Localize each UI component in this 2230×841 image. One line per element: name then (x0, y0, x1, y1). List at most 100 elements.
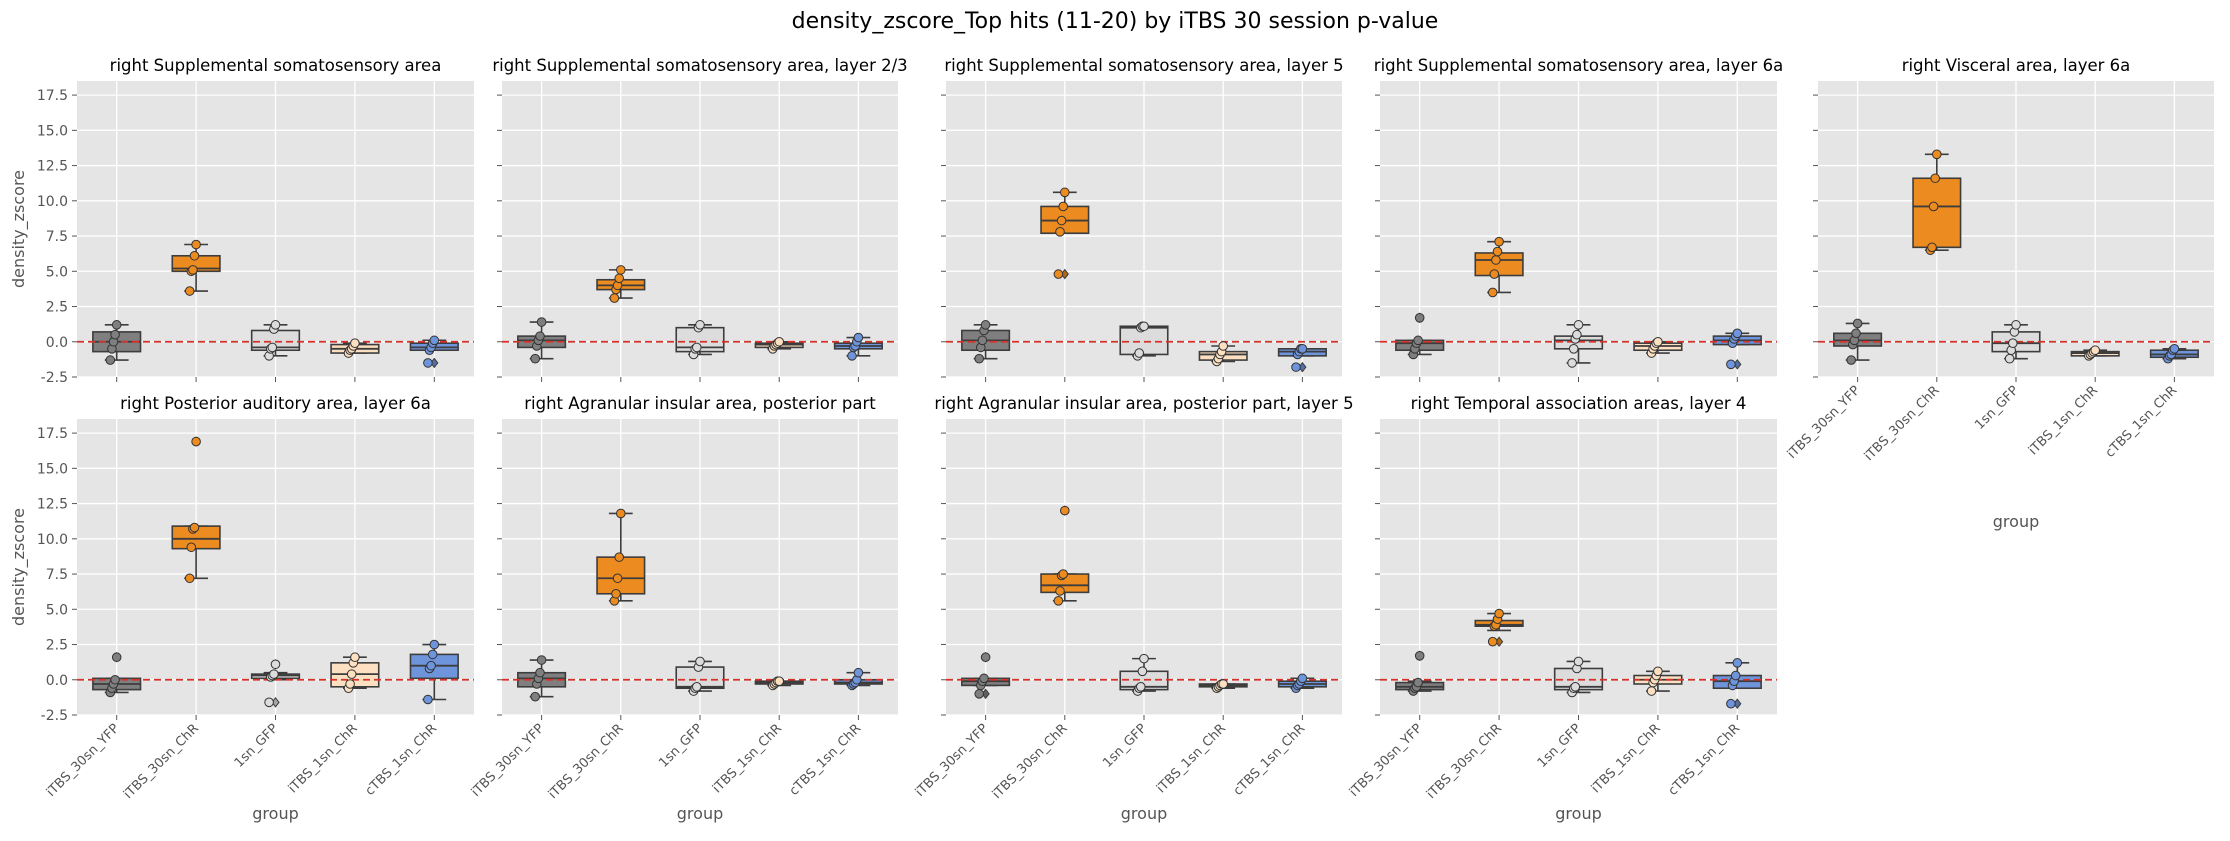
data-point (1053, 269, 1064, 279)
box-iTBS_30sn_ChR (1912, 177, 1962, 249)
x-tick-label: iTBS_1sn_ChR (1589, 721, 1664, 796)
data-point (191, 436, 201, 447)
data-point (1568, 344, 1579, 354)
data-point (345, 679, 355, 689)
x-tick-label: 1sn_GFP (656, 721, 706, 771)
x-tick-label: cTBS_1sn_ChR (1231, 721, 1309, 799)
y-tick-label: 0.0 (46, 673, 68, 689)
data-point (1732, 328, 1743, 339)
data-point (977, 335, 988, 346)
data-point (1732, 658, 1743, 668)
data-point (774, 676, 785, 686)
data-point (1058, 569, 1068, 579)
y-tick-label: 5.0 (46, 602, 68, 618)
data-point (847, 351, 857, 361)
x-tick-label: 1sn_GFP (1972, 383, 2022, 433)
data-point (1726, 698, 1736, 709)
subplot-2: right Supplemental somatosensory area, l… (492, 56, 908, 382)
y-tick-label: 15.0 (37, 123, 68, 139)
data-point (188, 265, 198, 275)
data-point (264, 697, 274, 708)
data-point (692, 342, 702, 353)
x-tick-label: iTBS_30sn_YFP (44, 721, 123, 800)
subplot-title: right Supplemental somatosensory area (110, 56, 442, 75)
data-point (1846, 355, 1856, 365)
data-point (1060, 187, 1070, 198)
data-point (1567, 358, 1577, 368)
data-point (1489, 269, 1500, 279)
box-iTBS_30sn_ChR (1474, 252, 1524, 277)
x-axis-label: group (1555, 804, 1601, 823)
data-point (1136, 682, 1146, 692)
data-point (1573, 656, 1584, 667)
x-tick-label: iTBS_30sn_ChR (1424, 721, 1505, 802)
data-point (350, 652, 360, 663)
data-point (692, 682, 702, 692)
data-point (1646, 686, 1657, 696)
data-point (1932, 149, 1942, 160)
y-tick-label: 2.5 (46, 638, 68, 654)
data-point (1726, 359, 1736, 370)
data-point (1852, 318, 1863, 329)
data-point (1491, 255, 1501, 265)
data-point (614, 552, 625, 562)
data-point (1297, 344, 1308, 354)
x-tick-label: 1sn_GFP (1100, 721, 1150, 771)
x-tick-label: iTBS_30sn_ChR (990, 721, 1071, 802)
y-tick-label: 15.0 (37, 461, 68, 477)
data-point (427, 649, 438, 660)
x-tick-label: iTBS_1sn_ChR (710, 721, 785, 796)
data-point (695, 320, 705, 330)
data-point (1851, 328, 1861, 339)
data-point (853, 332, 864, 343)
y-tick-label: -2.5 (41, 370, 68, 386)
y-tick-label: 5.0 (46, 264, 68, 280)
data-point (1055, 227, 1065, 237)
data-point (1494, 236, 1504, 247)
data-point (423, 694, 433, 705)
y-tick-label: 12.5 (37, 497, 68, 513)
y-tick-label: 2.5 (46, 300, 68, 316)
y-tick-label: 10.0 (37, 532, 68, 548)
data-point (426, 660, 436, 671)
subplot-6: -2.5 0.0 2.5 5.0 7.5 10.0 12.5 15.0 17.5 iTBS_30s… (9, 394, 474, 823)
data-point (1137, 666, 1148, 677)
y-tick-label: 7.5 (46, 567, 68, 583)
y-tick-label: 0.0 (46, 335, 68, 351)
data-point (530, 353, 541, 364)
data-point (1572, 329, 1582, 340)
data-point (1487, 287, 1498, 298)
data-point (1487, 636, 1498, 647)
x-tick-label: iTBS_30sn_YFP (1785, 383, 1864, 462)
data-point (1058, 201, 1068, 212)
data-point (350, 338, 360, 348)
data-point (530, 691, 541, 702)
data-point (2004, 353, 2015, 364)
data-point (184, 573, 195, 584)
data-point (1291, 362, 1301, 372)
data-point (1056, 215, 1067, 226)
x-tick-label: iTBS_30sn_YFP (1347, 721, 1426, 800)
data-point (974, 353, 985, 364)
x-tick-label: iTBS_30sn_ChR (1862, 383, 1943, 464)
data-point (1653, 666, 1663, 677)
data-point (1570, 682, 1581, 692)
subplot-1: -2.5 0.0 2.5 5.0 7.5 10.0 12.5 15.0 17.5 right Su… (9, 56, 474, 386)
figure-title: density_zscore_Top hits (11-20) by iTBS … (792, 9, 1439, 34)
data-point (536, 655, 547, 665)
data-point (184, 286, 195, 296)
data-point (1930, 173, 1940, 184)
data-point (1494, 608, 1504, 619)
subplot-title: right Temporal association areas, layer … (1411, 394, 1747, 413)
data-point (191, 239, 201, 250)
data-point (2008, 338, 2018, 348)
y-tick-label: -2.5 (41, 708, 68, 724)
data-point (980, 320, 991, 330)
subplot-3: right Supplemental somatosensory area, l… (941, 56, 1344, 382)
data-point (1730, 670, 1741, 681)
data-point (1297, 673, 1308, 684)
subplot-4: right Supplemental somatosensory area, l… (1374, 56, 1783, 382)
